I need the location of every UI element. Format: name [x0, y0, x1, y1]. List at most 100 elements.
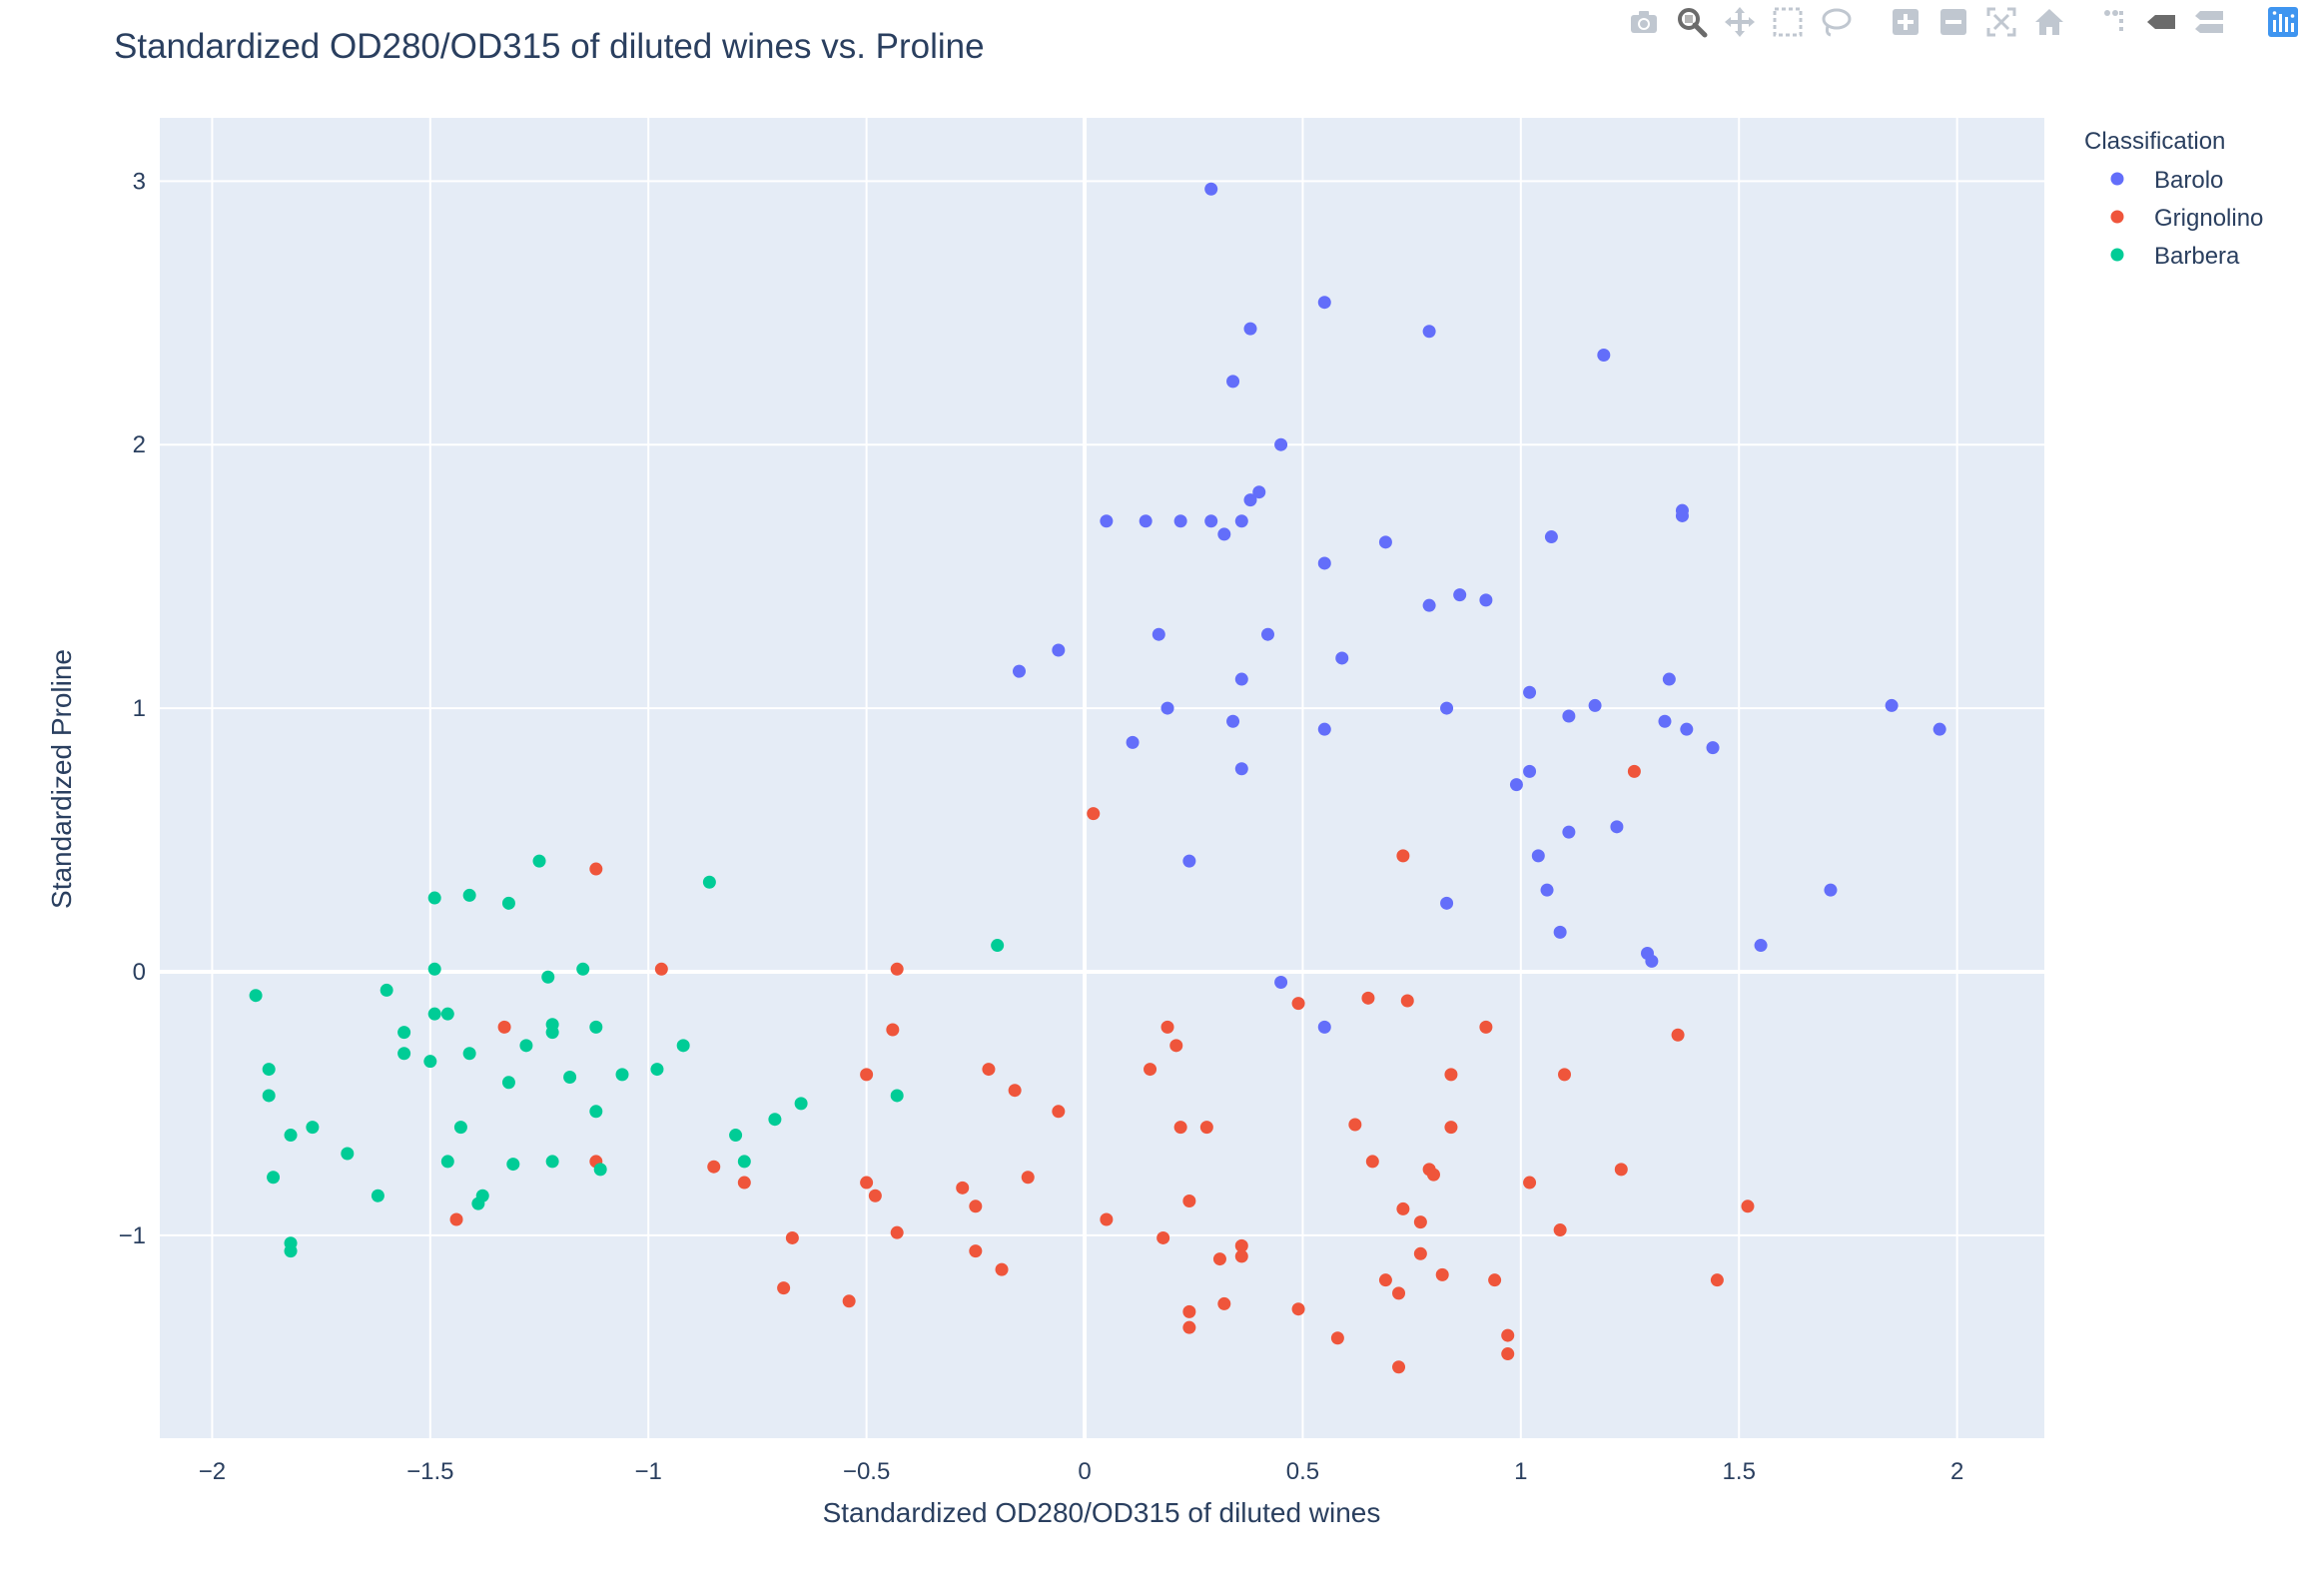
spike-lines-icon[interactable] — [2095, 4, 2131, 40]
hover-closest-icon[interactable] — [2143, 4, 2179, 40]
data-point — [1160, 1020, 1174, 1034]
legend-label: Grignolino — [2154, 205, 2263, 232]
chart-title: Standardized OD280/OD315 of diluted wine… — [114, 27, 985, 66]
data-point — [737, 1155, 751, 1169]
data-point — [519, 1039, 533, 1053]
data-point — [890, 1225, 904, 1239]
data-point — [427, 962, 441, 976]
camera-icon[interactable] — [1626, 4, 1662, 40]
data-point — [576, 962, 590, 976]
zoom-icon[interactable] — [1674, 4, 1710, 40]
data-point — [1706, 741, 1720, 755]
hover-compare-icon[interactable] — [2191, 4, 2227, 40]
data-point — [842, 1294, 856, 1308]
data-point — [545, 1155, 559, 1169]
data-point — [890, 962, 904, 976]
data-point — [1260, 627, 1274, 641]
data-point — [1444, 1121, 1458, 1135]
data-point — [1274, 976, 1288, 990]
y-tick-label: 2 — [133, 431, 146, 458]
data-point — [1392, 1286, 1406, 1300]
plot-area[interactable] — [160, 118, 2044, 1438]
data-point — [532, 854, 546, 868]
data-point — [1291, 1302, 1305, 1316]
data-point — [1754, 939, 1768, 953]
x-tick-label: −1 — [635, 1458, 662, 1485]
box-select-icon[interactable] — [1770, 4, 1806, 40]
legend-marker — [2110, 210, 2124, 224]
data-point — [868, 1189, 882, 1202]
data-point — [1274, 437, 1288, 451]
data-point — [1126, 735, 1140, 749]
data-point — [1396, 1201, 1410, 1215]
y-axis-ticks: −1 0 1 2 3 — [119, 168, 146, 1248]
data-point — [768, 1113, 782, 1127]
data-point — [1400, 994, 1414, 1008]
data-point — [1501, 1328, 1515, 1342]
data-point — [729, 1129, 743, 1143]
data-point — [615, 1068, 629, 1082]
data-point — [1226, 375, 1240, 389]
data-point — [589, 1020, 603, 1034]
data-point — [1013, 664, 1027, 678]
data-point — [1156, 1230, 1170, 1244]
data-point — [1169, 1039, 1183, 1053]
home-icon[interactable] — [2031, 4, 2067, 40]
x-tick-label: 0 — [1078, 1458, 1091, 1485]
data-point — [427, 1007, 441, 1021]
data-point — [1396, 849, 1410, 863]
data-point — [702, 875, 716, 889]
data-point — [1182, 1304, 1196, 1318]
data-point — [1413, 1215, 1427, 1229]
data-point — [262, 1089, 276, 1103]
legend-label: Barolo — [2154, 167, 2223, 194]
data-point — [1426, 1168, 1440, 1182]
legend-label: Barbera — [2154, 243, 2240, 270]
zoom-out-icon[interactable] — [1935, 4, 1971, 40]
y-tick-label: 3 — [133, 168, 146, 195]
data-point — [427, 891, 441, 905]
data-point — [1553, 925, 1567, 939]
data-point — [1662, 672, 1676, 686]
data-point — [1212, 1252, 1226, 1266]
data-point — [1226, 714, 1240, 728]
data-point — [777, 1281, 791, 1295]
data-point — [886, 1023, 900, 1037]
data-point — [1199, 1121, 1213, 1135]
data-point — [501, 1076, 515, 1090]
data-point — [1100, 514, 1114, 528]
data-point — [449, 1212, 463, 1226]
x-tick-label: −1.5 — [406, 1458, 453, 1485]
data-point — [1610, 820, 1624, 834]
data-point — [1422, 325, 1436, 339]
data-point — [969, 1244, 983, 1258]
data-point — [589, 862, 603, 876]
legend-marker — [2110, 172, 2124, 186]
data-point — [1440, 701, 1454, 715]
x-tick-label: 1 — [1514, 1458, 1527, 1485]
data-point — [1243, 493, 1257, 507]
data-point — [1523, 1176, 1537, 1190]
data-point — [1234, 1238, 1248, 1252]
data-point — [380, 983, 393, 997]
lasso-select-icon[interactable] — [1818, 4, 1854, 40]
autoscale-icon[interactable] — [1983, 4, 2019, 40]
zoom-in-icon[interactable] — [1888, 4, 1924, 40]
data-point — [1675, 508, 1689, 522]
data-point — [284, 1244, 298, 1258]
data-point — [1540, 883, 1554, 897]
data-point — [1234, 672, 1248, 686]
data-point — [1422, 598, 1436, 612]
pan-icon[interactable] — [1722, 4, 1758, 40]
data-point — [471, 1197, 485, 1210]
legend-title: Classification — [2084, 128, 2225, 155]
data-point — [284, 1129, 298, 1143]
data-point — [860, 1176, 874, 1190]
data-point — [267, 1171, 281, 1185]
data-point — [249, 989, 263, 1003]
data-point — [462, 1047, 476, 1061]
plotly-logo-icon[interactable] — [2265, 4, 2301, 40]
data-point — [982, 1063, 996, 1077]
y-tick-label: −1 — [119, 1222, 146, 1249]
